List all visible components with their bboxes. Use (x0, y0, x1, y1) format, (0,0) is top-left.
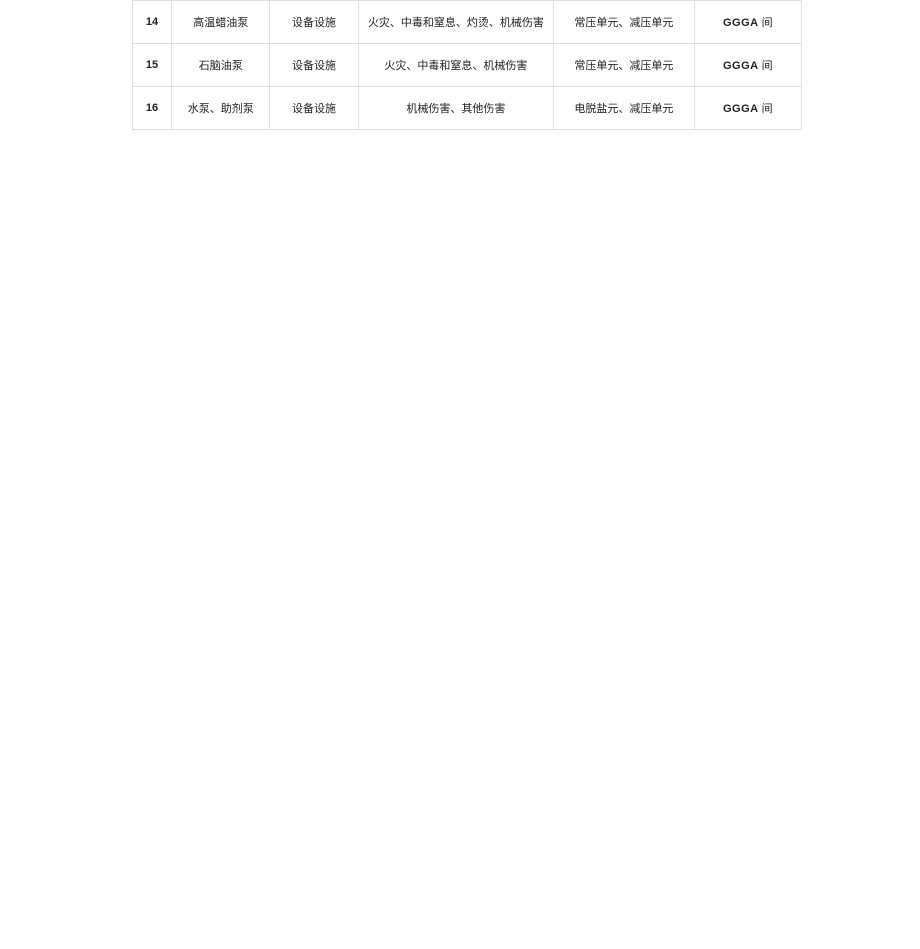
cell-code: GGGA 间 (694, 87, 801, 130)
code-suffix: 间 (762, 60, 773, 72)
cell-unit: 常压单元、减压单元 (554, 1, 694, 44)
cell-type: 设备设施 (270, 87, 358, 130)
cell-code: GGGA 间 (694, 1, 801, 44)
cell-type: 设备设施 (270, 44, 358, 87)
code-prefix: GGGA (723, 60, 759, 72)
table-row: 15 石脑油泵 设备设施 火灾、中毒和窒息、机械伤害 常压单元、减压单元 GGG… (133, 44, 802, 87)
cell-num: 16 (133, 87, 172, 130)
risk-table-container: 14 高温蜡油泵 设备设施 火灾、中毒和窒息、灼烫、机械伤害 常压单元、减压单元… (132, 0, 802, 130)
code-prefix: GGGA (723, 17, 759, 29)
cell-code: GGGA 间 (694, 44, 801, 87)
cell-unit: 电脱盐元、减压单元 (554, 87, 694, 130)
cell-name: 高温蜡油泵 (172, 1, 270, 44)
risk-table: 14 高温蜡油泵 设备设施 火灾、中毒和窒息、灼烫、机械伤害 常压单元、减压单元… (132, 0, 802, 130)
cell-risk: 火灾、中毒和窒息、灼烫、机械伤害 (358, 1, 554, 44)
cell-num: 14 (133, 1, 172, 44)
table-row: 14 高温蜡油泵 设备设施 火灾、中毒和窒息、灼烫、机械伤害 常压单元、减压单元… (133, 1, 802, 44)
code-suffix: 间 (762, 103, 773, 115)
cell-risk: 机械伤害、其他伤害 (358, 87, 554, 130)
cell-num: 15 (133, 44, 172, 87)
code-suffix: 间 (762, 17, 773, 29)
table-row: 16 水泵、助剂泵 设备设施 机械伤害、其他伤害 电脱盐元、减压单元 GGGA … (133, 87, 802, 130)
cell-name: 石脑油泵 (172, 44, 270, 87)
cell-risk: 火灾、中毒和窒息、机械伤害 (358, 44, 554, 87)
cell-unit: 常压单元、减压单元 (554, 44, 694, 87)
code-prefix: GGGA (723, 103, 759, 115)
cell-name: 水泵、助剂泵 (172, 87, 270, 130)
cell-type: 设备设施 (270, 1, 358, 44)
